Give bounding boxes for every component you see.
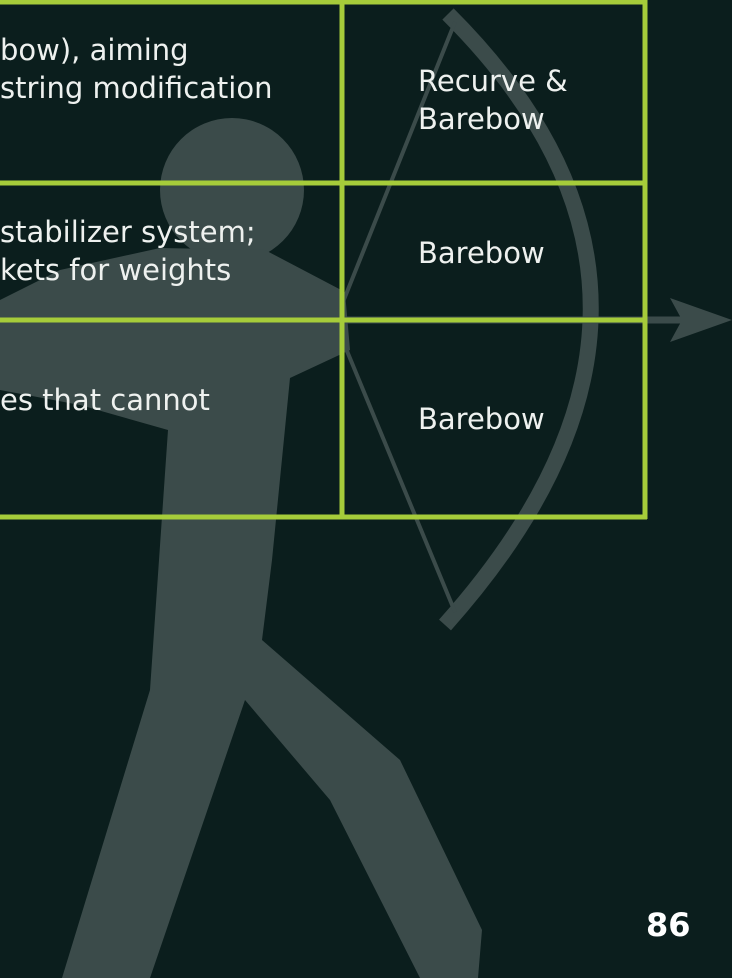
bow: [439, 8, 599, 631]
arrow-head: [670, 298, 732, 342]
table-grid: [0, 0, 648, 520]
archer-head: [160, 118, 304, 262]
cell-text: bow), aiming: [0, 33, 189, 67]
cell-text: string modification: [0, 71, 273, 105]
page-number: 86: [646, 906, 691, 944]
cell-text: stabilizer system;: [0, 215, 256, 249]
cell-text: Barebow: [418, 402, 545, 436]
cell-text: Barebow: [418, 236, 545, 270]
archer-body: [0, 248, 482, 978]
cell-text: es that cannot: [0, 383, 210, 417]
cell-text: Barebow: [418, 102, 545, 136]
cell-text: Recurve &: [418, 64, 568, 98]
archer-silhouette: [0, 118, 482, 978]
cell-text: kets for weights: [0, 253, 232, 287]
